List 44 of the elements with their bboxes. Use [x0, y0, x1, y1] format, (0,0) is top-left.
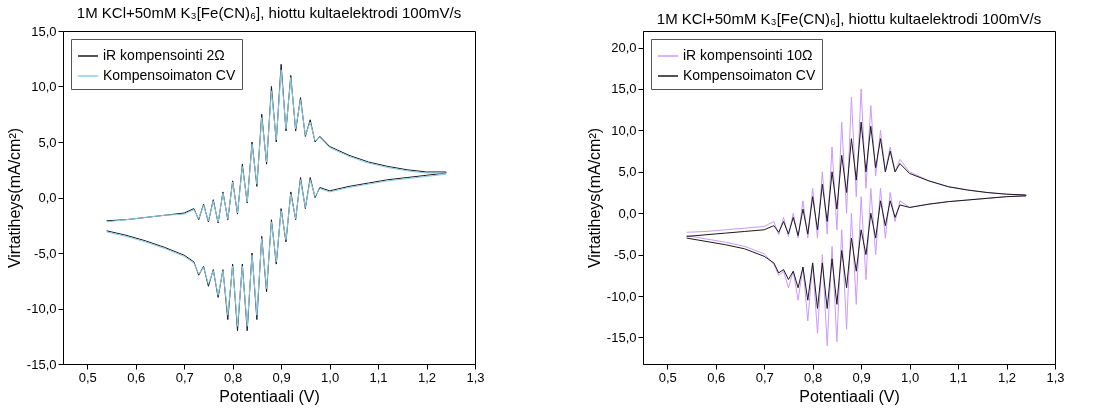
y-tick-label: -5,0 — [34, 245, 57, 261]
legend-label: Kompensoimaton CV — [103, 67, 236, 83]
y-tick-label: -15,0 — [606, 329, 637, 345]
y-tick-label: 0,0 — [618, 205, 637, 221]
y-axis-title: Virtatiheys(mA/cm²) — [5, 127, 23, 269]
x-axis-title: Potentiaali (V) — [219, 387, 320, 405]
x-tick-label: 0,5 — [78, 369, 97, 385]
legend-label: Kompensoimaton CV — [683, 67, 816, 83]
x-tick-label: 0,6 — [707, 369, 726, 385]
y-tick-label: 5,0 — [618, 164, 637, 180]
x-tick-label: 1,1 — [369, 369, 388, 385]
line-series — [686, 121, 1027, 309]
legend-label: iR kompensointi 2Ω — [103, 47, 225, 63]
y-tick-label: 15,0 — [611, 81, 637, 97]
y-tick-label: -5,0 — [614, 247, 637, 263]
x-tick-label: 1,2 — [417, 369, 437, 385]
y-tick-label: 10,0 — [31, 79, 57, 94]
y-tick-label: 5,0 — [38, 134, 57, 150]
x-tick-label: 1,1 — [949, 369, 968, 385]
x-tick-label: 0,5 — [658, 369, 677, 385]
x-tick-label: 0,7 — [175, 369, 194, 385]
y-tick-label: -10,0 — [26, 301, 57, 316]
y-tick-label: -15,0 — [26, 356, 57, 372]
x-tick-label: 1,3 — [1046, 369, 1065, 385]
y-tick-label: -10,0 — [606, 288, 637, 304]
x-tick-label: 0,9 — [272, 369, 291, 385]
y-axis-title: Virtatiheys(mA/cm²) — [585, 127, 603, 269]
x-tick-label: 1,0 — [321, 369, 340, 385]
chart-title: 1M KCl+50mM K₃[Fe(CN)₆], hiottu kultaelektrodi 100mV/s — [76, 4, 462, 21]
x-tick-label: 0,9 — [852, 369, 871, 385]
x-tick-label: 0,8 — [804, 369, 823, 385]
x-axis-title: Potentiaali (V) — [799, 387, 900, 405]
legend-label: iR kompensointi 10Ω — [683, 47, 813, 63]
chart-title: 1M KCl+50mM K₃[Fe(CN)₆], hiottu kultaelektrodi 100mV/s — [656, 10, 1042, 27]
y-tick-label: 10,0 — [611, 122, 637, 138]
y-tick-label: 20,0 — [611, 40, 637, 56]
x-tick-label: 0,8 — [224, 369, 243, 385]
y-tick-label: 15,0 — [31, 23, 57, 39]
x-tick-label: 1,3 — [466, 369, 485, 385]
x-tick-label: 0,6 — [127, 369, 146, 385]
x-tick-label: 1,2 — [997, 369, 1017, 385]
y-tick-label: 0,0 — [38, 190, 57, 205]
x-tick-label: 1,0 — [901, 369, 920, 385]
x-tick-label: 0,7 — [755, 369, 774, 385]
